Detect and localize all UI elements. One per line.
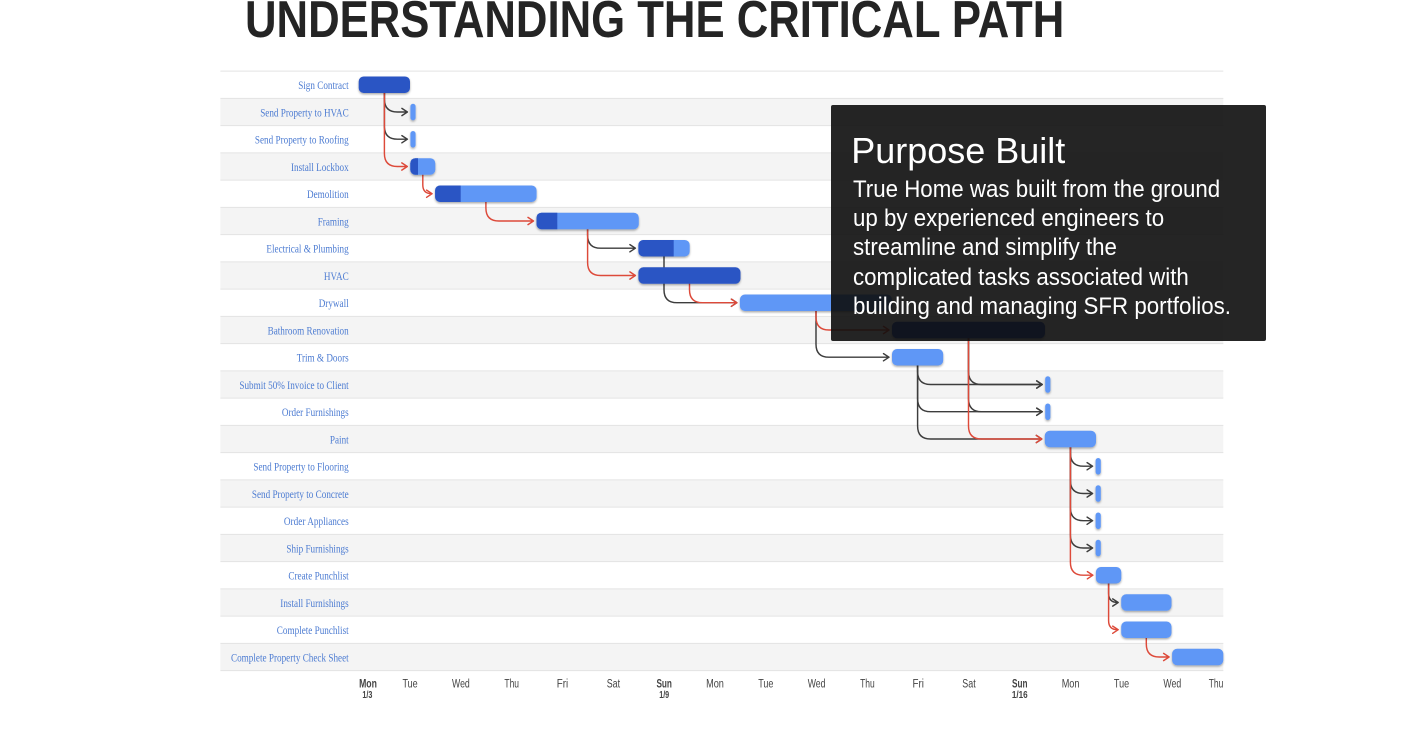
svg-text:1/16: 1/16 <box>1012 689 1028 701</box>
svg-text:Tue: Tue <box>758 679 773 691</box>
svg-text:Submit 50% Invoice to Client: Submit 50% Invoice to Client <box>239 380 349 392</box>
svg-text:Wed: Wed <box>452 679 470 691</box>
svg-text:Bathroom Renovation: Bathroom Renovation <box>268 325 349 337</box>
svg-text:Paint: Paint <box>330 434 349 446</box>
svg-text:Create Punchlist: Create Punchlist <box>288 571 349 583</box>
svg-text:Install Furnishings: Install Furnishings <box>280 598 348 610</box>
svg-text:Order Furnishings: Order Furnishings <box>282 407 349 419</box>
svg-text:Send Property to Flooring: Send Property to Flooring <box>253 462 349 474</box>
svg-text:Tue: Tue <box>1114 679 1129 691</box>
svg-text:Sat: Sat <box>962 679 976 691</box>
svg-text:Sign Contract: Sign Contract <box>298 80 349 92</box>
svg-text:Thu: Thu <box>504 679 519 691</box>
svg-text:Install Lockbox: Install Lockbox <box>291 162 349 174</box>
svg-text:Mon: Mon <box>359 679 377 691</box>
svg-text:1/3: 1/3 <box>362 689 372 701</box>
svg-text:Sat: Sat <box>607 679 621 691</box>
svg-text:Fri: Fri <box>557 679 568 691</box>
svg-text:Mon: Mon <box>706 679 724 691</box>
svg-text:Sun: Sun <box>656 679 672 691</box>
svg-text:Demolition: Demolition <box>307 189 349 201</box>
svg-text:Fri: Fri <box>913 679 924 691</box>
svg-text:Complete Property Check Sheet: Complete Property Check Sheet <box>231 652 349 664</box>
svg-text:Send Property to Roofing: Send Property to Roofing <box>255 135 349 147</box>
svg-text:Sun: Sun <box>1012 679 1028 691</box>
svg-text:Wed: Wed <box>1163 679 1181 691</box>
svg-text:Framing: Framing <box>318 216 349 228</box>
svg-text:Ship Furnishings: Ship Furnishings <box>286 543 348 555</box>
svg-text:1/9: 1/9 <box>659 689 669 701</box>
svg-text:Send Property to Concrete: Send Property to Concrete <box>252 489 349 501</box>
svg-text:Tue: Tue <box>403 679 418 691</box>
svg-text:Wed: Wed <box>808 679 826 691</box>
svg-text:Thu: Thu <box>1209 679 1224 691</box>
svg-text:Trim & Doors: Trim & Doors <box>297 353 349 365</box>
svg-text:Electrical & Plumbing: Electrical & Plumbing <box>266 244 349 256</box>
svg-text:Thu: Thu <box>860 679 875 691</box>
svg-text:Send Property to HVAC: Send Property to HVAC <box>260 107 349 119</box>
svg-text:Complete Punchlist: Complete Punchlist <box>277 625 350 637</box>
svg-text:Mon: Mon <box>1062 679 1080 691</box>
svg-text:HVAC: HVAC <box>324 271 349 283</box>
svg-text:Order Appliances: Order Appliances <box>284 516 349 528</box>
svg-text:Drywall: Drywall <box>319 298 349 310</box>
